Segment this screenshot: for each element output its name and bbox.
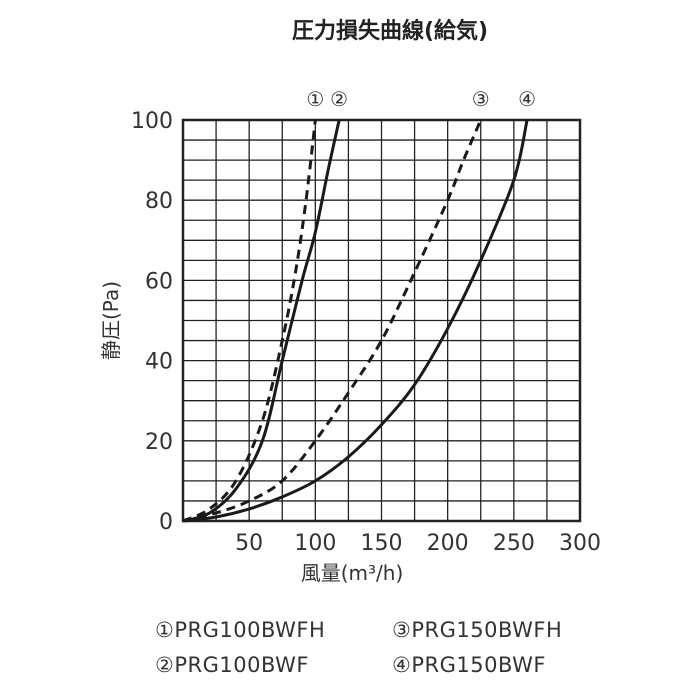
legend-item-3: ③PRG150BWFH: [392, 618, 562, 642]
series-lines: [182, 119, 529, 523]
x-tick-label: 100: [294, 531, 336, 556]
legend-item-4: ④PRG150BWF: [392, 653, 546, 677]
y-tick-label: 80: [145, 189, 173, 214]
plot-frame: [181, 118, 582, 523]
y-tick-label: 20: [145, 430, 173, 455]
series-line-4: [182, 119, 529, 523]
legend-name: PRG100BWF: [174, 653, 309, 677]
series-line-3: [182, 119, 483, 523]
x-tick-label: 300: [559, 531, 601, 556]
legend-item-2: ②PRG100BWF: [155, 653, 309, 677]
chart-title: 圧力損失曲線(給気): [292, 18, 488, 44]
x-axis-label: 風量(m³/h): [301, 561, 404, 585]
curve-marker-4: ④: [518, 87, 536, 111]
legend-marker: ①: [155, 618, 175, 642]
x-tick-label: 150: [361, 531, 403, 556]
tick-labels: 0 20 40 60 80 100 50 100 150 200 250 300: [131, 109, 601, 556]
x-tick-label: 250: [493, 531, 535, 556]
series-line-2: [182, 119, 341, 523]
x-tick-label: 200: [427, 531, 469, 556]
x-tick-label: 50: [235, 531, 263, 556]
series-line-1: [182, 119, 317, 523]
legend-name: PRG100BWFH: [174, 618, 326, 642]
y-tick-label: 40: [145, 350, 173, 375]
y-axis-label: 静圧(Pa): [99, 281, 123, 360]
legend-marker: ④: [392, 653, 412, 677]
curve-marker-3: ③: [472, 87, 490, 111]
y-tick-label: 0: [159, 510, 173, 535]
grid: [181, 118, 582, 523]
curve-marker-1: ①: [306, 87, 324, 111]
legend-marker: ③: [392, 618, 412, 642]
legend-item-1: ①PRG100BWFH: [155, 618, 325, 642]
legend-name: PRG150BWFH: [411, 618, 563, 642]
y-tick-label: 100: [131, 109, 173, 134]
legend-name: PRG150BWF: [411, 653, 546, 677]
curve-marker-2: ②: [330, 87, 348, 111]
y-tick-label: 60: [145, 269, 173, 294]
legend-marker: ②: [155, 653, 175, 677]
